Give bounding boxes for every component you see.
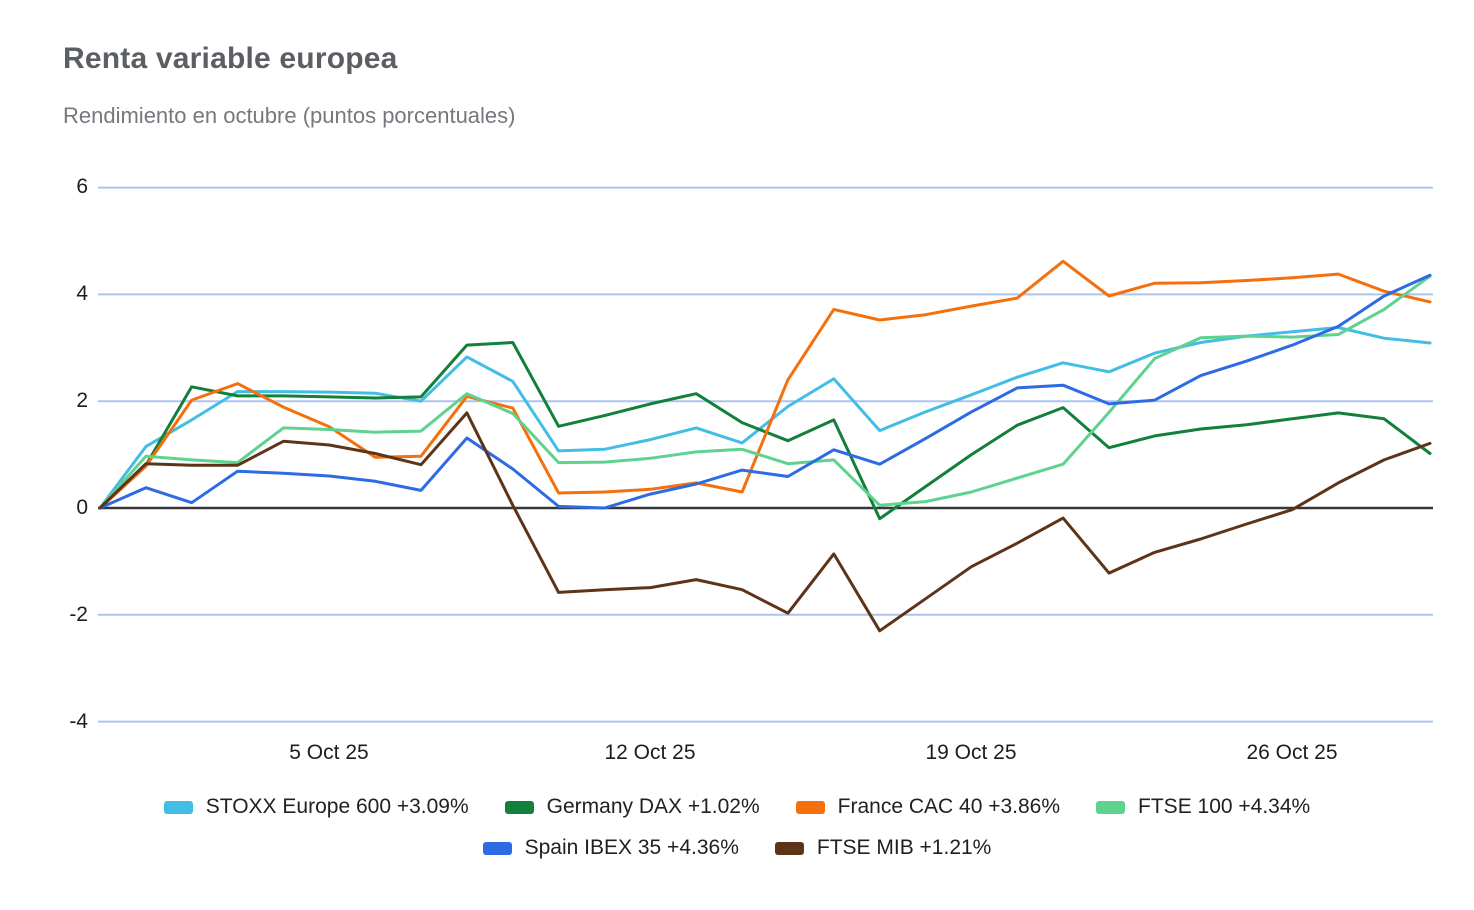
legend-swatch-stoxx: [163, 800, 193, 814]
legend-item-spain-ibex-35[interactable]: Spain IBEX 35 +4.36%: [482, 836, 739, 860]
series-line-stoxx-europe-600: [98, 326, 1432, 510]
legend-label-cac: France CAC 40 +3.86%: [837, 795, 1061, 818]
legend-label-ibex: Spain IBEX 35 +4.36%: [524, 836, 739, 859]
legend-item-ftse-100[interactable]: FTSE 100 +4.34%: [1096, 795, 1310, 819]
y-axis-tick-neg2: -2: [69, 603, 88, 626]
legend-row-1: STOXX Europe 600 +3.09% Germany DAX +1.0…: [0, 795, 1474, 819]
legend-swatch-mib: [774, 841, 804, 855]
legend-swatch-ibex: [482, 841, 512, 855]
x-axis-tick-19-oct: 19 Oct 25: [925, 741, 1017, 764]
legend-label-ftse100: FTSE 100 +4.34%: [1138, 795, 1311, 818]
y-axis-tick-4: 4: [76, 282, 88, 305]
legend-item-stoxx-europe-600[interactable]: STOXX Europe 600 +3.09%: [163, 795, 469, 819]
y-axis-tick-neg4: -4: [69, 710, 88, 733]
series-line-france-cac-40: [98, 259, 1432, 510]
legend-swatch-ftse100: [1096, 800, 1126, 814]
legend-item-france-cac-40[interactable]: France CAC 40 +3.86%: [795, 795, 1061, 819]
x-axis-tick-26-oct: 26 Oct 25: [1246, 741, 1338, 764]
series-line-germany-dax: [98, 341, 1432, 521]
chart-subtitle: Rendimiento en octubre (puntos porcentua…: [63, 103, 516, 128]
legend-label-mib: FTSE MIB +1.21%: [816, 836, 992, 859]
y-axis-tick-2: 2: [76, 389, 88, 412]
legend-row-2: Spain IBEX 35 +4.36% FTSE MIB +1.21%: [0, 836, 1474, 860]
y-axis-tick-6: 6: [76, 175, 88, 198]
y-axis-tick-0: 0: [76, 496, 88, 519]
legend-swatch-cac: [795, 800, 825, 814]
legend-item-ftse-mib[interactable]: FTSE MIB +1.21%: [774, 836, 992, 860]
series-line-ftse-100: [98, 274, 1432, 510]
chart-title: Renta variable europea: [63, 42, 398, 75]
legend-swatch-dax: [504, 800, 534, 814]
x-axis-tick-5-oct: 5 Oct 25: [289, 741, 369, 764]
series-line-ftse-mib: [98, 411, 1432, 633]
legend-item-germany-dax[interactable]: Germany DAX +1.02%: [504, 795, 760, 819]
legend-label-dax: Germany DAX +1.02%: [546, 795, 760, 818]
x-axis-tick-12-oct: 12 Oct 25: [604, 741, 696, 764]
legend-label-stoxx: STOXX Europe 600 +3.09%: [205, 795, 469, 818]
series-line-spain-ibex-35: [98, 273, 1432, 510]
